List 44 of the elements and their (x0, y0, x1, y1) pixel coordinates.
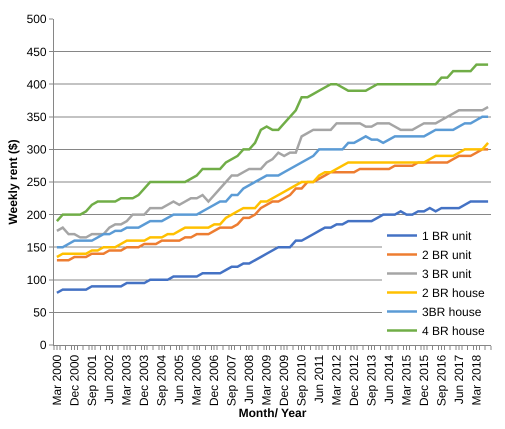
y-axis-title: Weekly rent ($) (6, 139, 20, 225)
legend-label: 4 BR house (422, 324, 486, 338)
x-tick-label: Jun 2005 (172, 354, 186, 404)
x-tick-label: Mar 2018 (469, 354, 484, 406)
x-tick-label: Mar 2012 (329, 354, 344, 406)
y-tick-label: 500 (26, 12, 47, 26)
x-tick-label: Jun 2008 (242, 354, 256, 404)
y-tick-label: 400 (26, 77, 47, 92)
x-tick-label: Dec 2009 (277, 354, 292, 406)
x-tick-label: Dec 2003 (137, 354, 152, 406)
x-tick-label: Mar 2000 (50, 354, 64, 406)
y-tick-label: 300 (26, 142, 47, 157)
legend-label: 3 BR unit (422, 267, 472, 282)
y-tick-label: 250 (26, 175, 47, 190)
legend-label: 2 BR house (422, 286, 486, 300)
x-tick-label: Jun 2011 (312, 354, 326, 404)
y-tick-label: 350 (26, 110, 47, 124)
y-tick-label: 0 (40, 338, 47, 352)
y-tick-label: 100 (26, 273, 47, 287)
x-tick-label: Sep 2016 (434, 354, 448, 406)
x-tick-label: Mar 2003 (120, 354, 134, 406)
y-tick-label: 150 (26, 240, 47, 254)
x-tick-label: Sep 2013 (364, 354, 378, 406)
legend-label: 1 BR unit (422, 229, 472, 244)
y-tick-label: 200 (26, 208, 47, 222)
x-tick-label: Sep 2007 (224, 354, 239, 406)
x-tick-label: Jun 2002 (102, 354, 116, 404)
x-tick-label: Mar 2006 (190, 354, 204, 406)
x-tick-label: Sep 2010 (294, 354, 309, 406)
x-tick-label: Dec 2015 (416, 354, 431, 406)
y-tick-label: 50 (33, 306, 47, 320)
x-tick-label: Dec 2006 (207, 354, 222, 406)
x-tick-label: Jun 2017 (452, 354, 466, 404)
x-tick-label: Mar 2009 (260, 354, 274, 406)
x-tick-label: Dec 2012 (346, 354, 361, 406)
y-tick-label: 450 (26, 44, 47, 59)
x-axis-title: Month/ Year (238, 406, 307, 420)
legend-label: 2 BR unit (422, 248, 472, 262)
x-tick-label: Sep 2001 (84, 354, 99, 406)
legend-label: 3BR house (422, 305, 482, 320)
x-tick-label: Mar 2015 (399, 354, 414, 406)
x-tick-label: Sep 2004 (154, 354, 169, 406)
x-tick-label: Jun 2014 (382, 354, 396, 404)
x-tick-label: Dec 2000 (67, 354, 82, 406)
